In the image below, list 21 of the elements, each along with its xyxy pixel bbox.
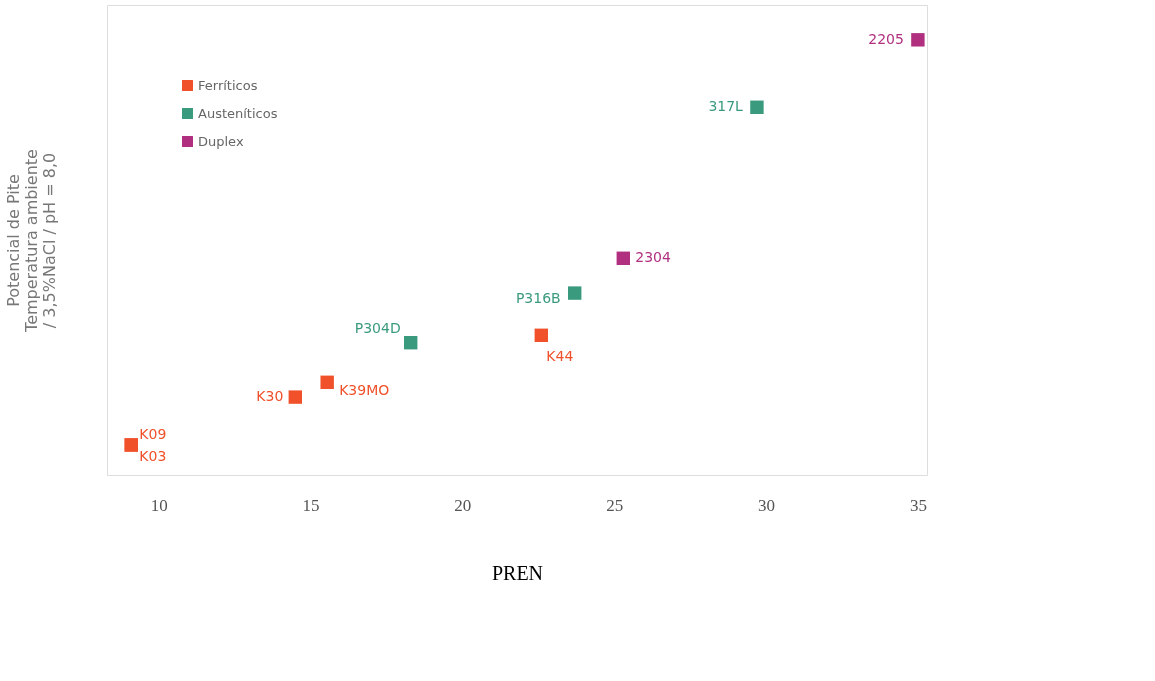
annotation: K09 [139, 425, 167, 442]
x-tick-label: 30 [758, 495, 776, 515]
annotation: P304D [354, 319, 401, 336]
x-tick-label: 25 [606, 495, 624, 515]
x-tick-label: 20 [454, 495, 472, 515]
x-axis-title: PREN [491, 561, 544, 584]
legend-label: Austeníticos [198, 105, 278, 121]
x-tick-label: 15 [302, 495, 320, 515]
annotation: K39MO [339, 382, 390, 399]
x-tick-label: 35 [909, 495, 927, 515]
y-axis-title: Potencial de Pite Temperatura ambiente / 3,5%NaCl / pH = 8,0 [3, 149, 59, 333]
annotation: P316B [515, 290, 561, 307]
x-tick-label: 10 [150, 495, 168, 515]
annotation: K03 [139, 447, 167, 464]
annotation: 2304 [635, 249, 672, 266]
annotation: 2205 [868, 30, 904, 47]
annotation: K30 [256, 388, 284, 405]
annotation: K44 [546, 348, 574, 365]
legend-label: Duplex [198, 133, 244, 149]
annotation: 317L [708, 98, 744, 115]
legend-label: Ferríticos [198, 77, 258, 93]
